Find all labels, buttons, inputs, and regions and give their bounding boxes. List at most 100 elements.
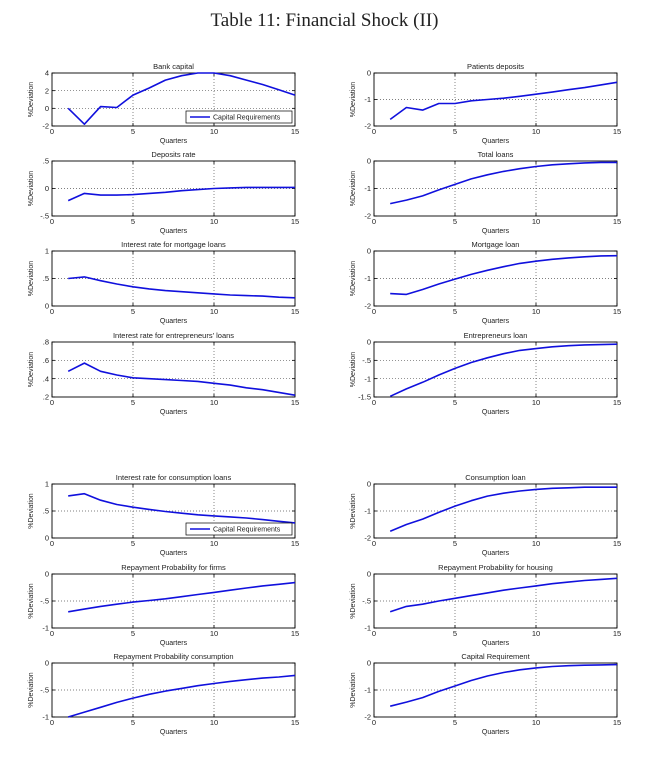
x-axis-label: Quarters <box>482 318 510 325</box>
x-tick-label: 0 <box>50 629 54 638</box>
series-line <box>390 254 618 296</box>
x-tick-label: 15 <box>291 629 299 638</box>
series-line <box>389 577 618 613</box>
chart-title: Interest rate for entrepreneurs' loans <box>113 331 234 340</box>
series-line <box>390 161 617 205</box>
series-line <box>67 72 296 125</box>
legend-box <box>185 110 293 124</box>
x-tick-label: 5 <box>453 629 457 638</box>
y-tick-label: -1 <box>364 624 371 633</box>
chart-title: Repayment Probability consumption <box>113 652 233 661</box>
x-tick-label: 10 <box>532 398 540 407</box>
x-tick-label: 0 <box>372 539 376 548</box>
x-axis-label: Quarters <box>482 228 510 235</box>
x-axis-label: Quarters <box>482 409 510 416</box>
y-tick-label: .5 <box>43 274 49 283</box>
y-axis-label: %Deviation <box>350 583 357 619</box>
y-tick-label: -1 <box>364 374 371 383</box>
y-tick-label: .8 <box>43 338 49 347</box>
x-axis-label: Quarters <box>160 228 188 235</box>
x-tick-label: 10 <box>532 718 540 727</box>
y-tick-label: -2 <box>364 302 371 311</box>
x-tick-label: 5 <box>131 629 135 638</box>
y-tick-label: .4 <box>43 374 49 383</box>
axes-box <box>51 341 296 398</box>
x-tick-label: 15 <box>291 307 299 316</box>
y-tick-label: 1 <box>45 480 49 489</box>
y-axis-label: %Deviation <box>28 82 35 118</box>
x-tick-label: 0 <box>50 217 54 226</box>
x-tick-label: 15 <box>613 718 621 727</box>
y-tick-label: -2 <box>364 212 371 221</box>
y-tick-label: 0 <box>367 480 371 489</box>
x-tick-label: 5 <box>453 718 457 727</box>
chart-title: Deposits rate <box>151 150 195 159</box>
chart-panel: 0 5 10 15 -2 -1 0 Consumption loan Quarters %Devi… <box>350 473 621 557</box>
y-tick-label: 0 <box>45 570 49 579</box>
series-line <box>68 492 296 524</box>
x-tick-label: 0 <box>372 398 376 407</box>
x-axis-label: Quarters <box>482 729 510 736</box>
chart-panel: 0 5 10 15 -1 -.5 0 Repayment Probability consum… <box>28 652 299 736</box>
y-axis-label: %Deviation <box>350 352 357 388</box>
chart-panel: 0 5 10 15 0 .5 1 Interest rate for consumption … <box>28 473 299 557</box>
x-tick-label: 15 <box>613 127 621 136</box>
y-tick-label: 0 <box>45 534 49 543</box>
chart-panel: 0 5 10 15 -1 -.5 0 Repayment Probability for ho… <box>350 563 621 647</box>
x-tick-label: 10 <box>210 217 218 226</box>
x-tick-label: 10 <box>532 307 540 316</box>
x-tick-label: 0 <box>50 127 54 136</box>
y-tick-label: -1.5 <box>358 393 371 402</box>
x-tick-label: 15 <box>291 718 299 727</box>
legend-box <box>185 522 293 536</box>
y-axis-label: %Deviation <box>350 171 357 207</box>
x-tick-label: 10 <box>210 629 218 638</box>
y-axis-label: %Deviation <box>28 261 35 297</box>
x-tick-label: 0 <box>50 539 54 548</box>
chart-panel: 0 5 10 15 -2 -1 0 Capital Requirement Quarters %D… <box>350 652 621 736</box>
chart-title: Interest rate for mortgage loans <box>121 240 226 249</box>
y-tick-label: 0 <box>367 157 371 166</box>
y-axis-label: %Deviation <box>350 493 357 529</box>
y-tick-label: .6 <box>43 356 49 365</box>
y-tick-label: -1 <box>364 686 371 695</box>
y-tick-label: 2 <box>45 86 49 95</box>
x-tick-label: 15 <box>613 539 621 548</box>
x-tick-label: 15 <box>613 398 621 407</box>
x-tick-label: 5 <box>131 718 135 727</box>
legend: Capital Requirements <box>185 110 293 124</box>
x-tick-label: 5 <box>131 217 135 226</box>
x-tick-label: 0 <box>372 307 376 316</box>
x-tick-label: 10 <box>210 539 218 548</box>
x-tick-label: 5 <box>131 307 135 316</box>
x-tick-label: 5 <box>131 398 135 407</box>
chart-panel: 0 5 10 15 .2 .4 .6 .8 Interest rate for entrepre… <box>28 331 299 416</box>
chart-title: Bank capital <box>153 62 194 71</box>
y-tick-label: -.5 <box>40 686 49 695</box>
chart-panel: 0 5 10 15 -1.5 -1 -.5 0 Entrepreneurs loan Quarte… <box>350 331 621 416</box>
y-tick-label: -.5 <box>362 356 371 365</box>
x-tick-label: 10 <box>210 398 218 407</box>
series-line <box>67 674 296 718</box>
axes-box <box>373 341 618 398</box>
y-tick-label: 0 <box>45 302 49 311</box>
y-tick-label: 0 <box>367 338 371 347</box>
x-axis-label: Quarters <box>482 640 510 647</box>
chart-title: Total loans <box>478 150 514 159</box>
y-tick-label: -1 <box>42 713 49 722</box>
x-tick-label: 10 <box>532 539 540 548</box>
x-tick-label: 5 <box>453 398 457 407</box>
y-tick-label: .5 <box>43 507 49 516</box>
y-axis-label: %Deviation <box>28 171 35 207</box>
chart-title: Interest rate for consumption loans <box>116 473 232 482</box>
x-tick-label: 10 <box>210 718 218 727</box>
x-tick-label: 5 <box>453 127 457 136</box>
y-tick-label: -2 <box>364 534 371 543</box>
x-tick-label: 5 <box>453 307 457 316</box>
x-axis-label: Quarters <box>160 550 188 557</box>
y-tick-label: -1 <box>42 624 49 633</box>
legend-label: Capital Requirements <box>213 527 281 534</box>
